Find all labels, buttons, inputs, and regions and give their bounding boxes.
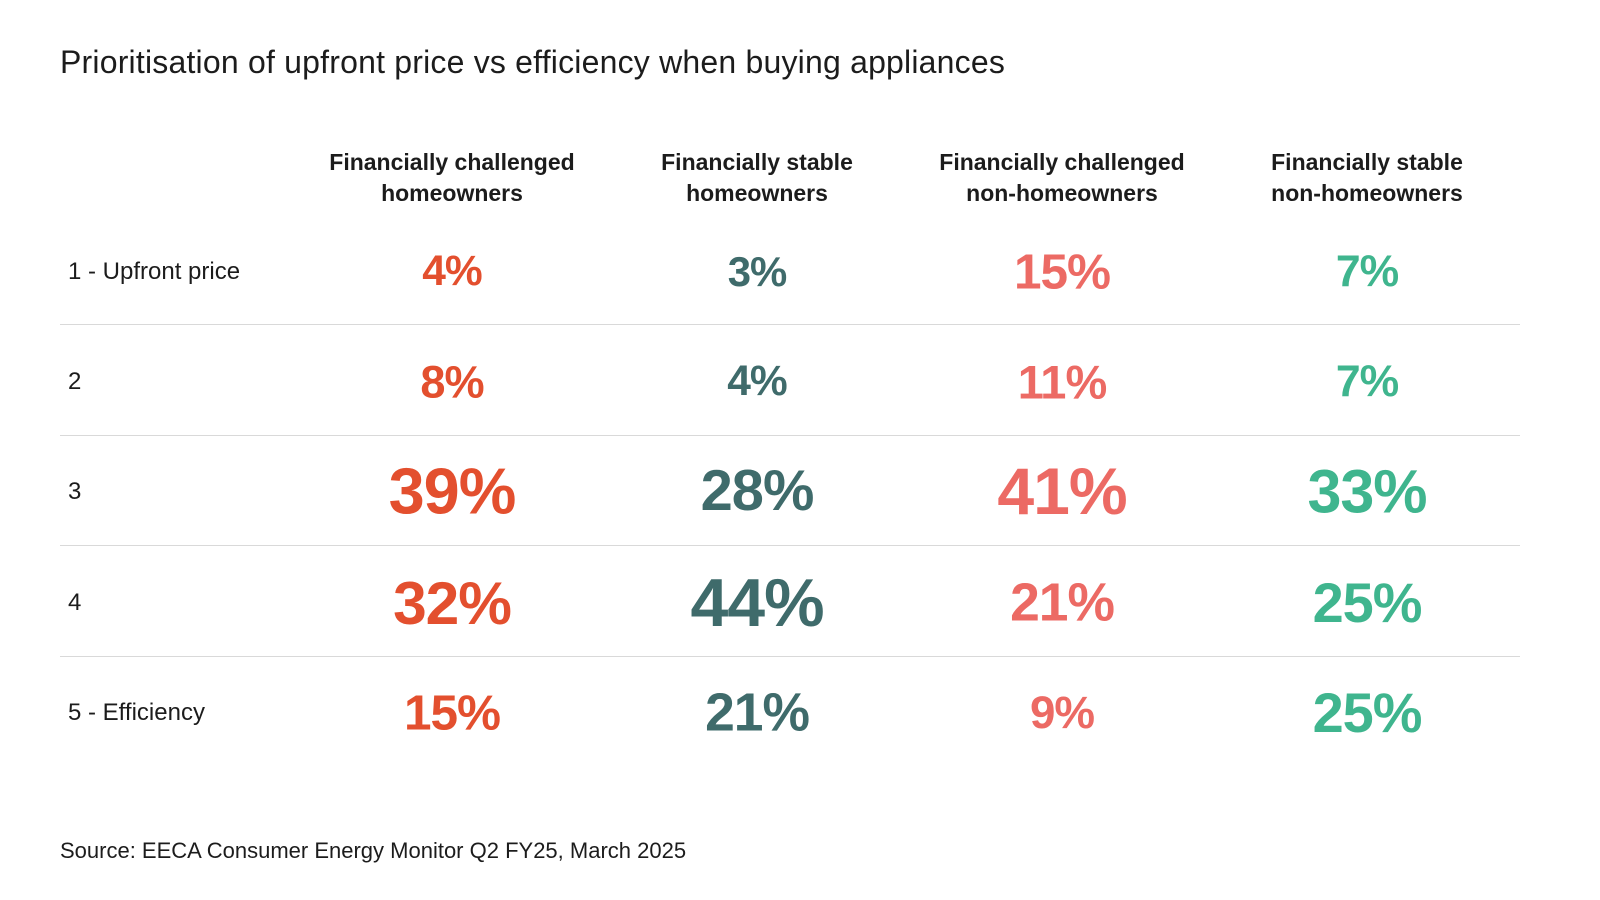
value-cell: 39%	[388, 454, 517, 528]
value-cell: 21%	[705, 683, 810, 743]
value-cell: 11%	[1017, 355, 1107, 409]
row-divider	[60, 324, 1520, 325]
source-note: Source: EECA Consumer Energy Monitor Q2 …	[60, 838, 687, 863]
value-cell: 28%	[700, 459, 815, 524]
value-cell: 41%	[997, 454, 1127, 529]
column-header: Financially stable non-homeowners	[1222, 147, 1512, 209]
value-cell: 33%	[1307, 457, 1427, 526]
chart-title: Prioritisation of upfront price vs effic…	[60, 44, 1006, 80]
value-cell: 9%	[1029, 687, 1095, 739]
row-label: 1 - Upfront price	[68, 258, 241, 285]
row-label: 4	[68, 589, 82, 616]
column-header-line: Financially challenged	[939, 149, 1185, 175]
value-cell: 21%	[1010, 573, 1115, 633]
value-cell: 8%	[420, 356, 484, 408]
value-cell: 4%	[727, 357, 787, 405]
value-cell: 15%	[403, 685, 501, 741]
column-header-line: non-homeowners	[1271, 180, 1463, 206]
column-header-line: Financially stable	[1271, 149, 1463, 175]
value-cell: 3%	[727, 248, 788, 296]
row-divider	[60, 435, 1520, 436]
column-header-line: Financially stable	[661, 149, 853, 175]
column-header-line: homeowners	[686, 180, 828, 206]
row-divider	[60, 656, 1520, 657]
value-cell: 25%	[1312, 571, 1423, 635]
value-cell: 44%	[690, 565, 824, 641]
value-cell: 25%	[1312, 681, 1423, 745]
row-label: 2	[68, 368, 82, 395]
value-cell: 32%	[393, 568, 512, 637]
column-header-line: Financially challenged	[329, 149, 575, 175]
column-header: Financially challenged non-homeowners	[917, 147, 1207, 209]
row-label: 3	[68, 478, 82, 505]
row-label: 5 - Efficiency	[68, 699, 205, 726]
value-cell: 7%	[1335, 356, 1399, 406]
column-header-line: non-homeowners	[966, 180, 1158, 206]
value-cell: 7%	[1335, 246, 1399, 296]
column-header: Financially stable homeowners	[612, 147, 902, 209]
column-header-line: homeowners	[381, 180, 523, 206]
value-cell: 15%	[1013, 244, 1111, 300]
row-divider	[60, 545, 1520, 546]
value-cell: 4%	[422, 247, 482, 295]
column-header: Financially challenged homeowners	[307, 147, 597, 209]
